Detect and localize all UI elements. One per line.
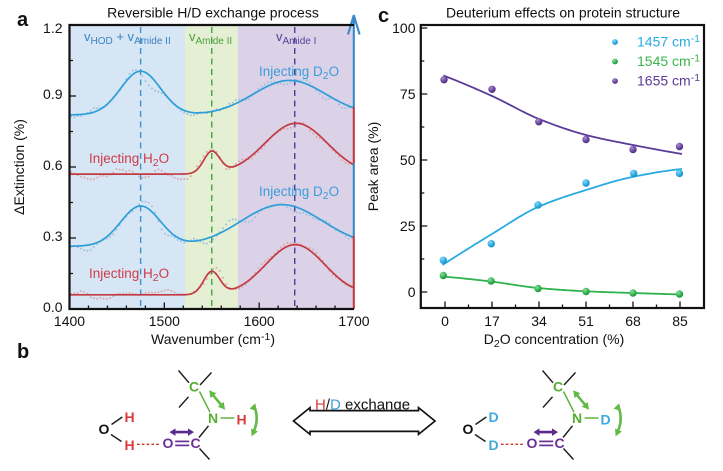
svg-text:Reversible H/D exchange proces: Reversible H/D exchange process bbox=[107, 5, 319, 21]
svg-text:1700: 1700 bbox=[338, 313, 369, 329]
svg-text:1400: 1400 bbox=[54, 313, 85, 329]
svg-text:1500: 1500 bbox=[149, 313, 180, 329]
svg-text:100: 100 bbox=[392, 20, 416, 36]
svg-text:0.0: 0.0 bbox=[43, 299, 63, 315]
svg-text:75: 75 bbox=[400, 86, 416, 102]
svg-text:N: N bbox=[572, 410, 582, 426]
svg-text:25: 25 bbox=[400, 218, 416, 234]
svg-text:0: 0 bbox=[408, 284, 416, 300]
svg-text:c: c bbox=[378, 5, 389, 27]
svg-text:C: C bbox=[189, 378, 199, 394]
svg-text:1.2: 1.2 bbox=[43, 20, 63, 36]
svg-text:1457 cm-1: 1457 cm-1 bbox=[637, 33, 700, 50]
svg-text:H: H bbox=[124, 409, 134, 425]
svg-text:Peak area (%): Peak area (%) bbox=[365, 122, 381, 211]
svg-text:D: D bbox=[488, 409, 498, 425]
svg-text:O: O bbox=[99, 421, 110, 437]
svg-text:Injecting D2O: Injecting D2O bbox=[259, 64, 339, 82]
svg-text:D: D bbox=[488, 437, 498, 453]
svg-text:17: 17 bbox=[484, 313, 500, 329]
svg-text:1545 cm-1: 1545 cm-1 bbox=[637, 53, 700, 70]
svg-text:85: 85 bbox=[672, 313, 688, 329]
svg-text:Wavenumber (cm-1): Wavenumber (cm-1) bbox=[151, 331, 275, 347]
svg-text:Injecting H2O: Injecting H2O bbox=[89, 266, 169, 284]
svg-text:0: 0 bbox=[441, 313, 449, 329]
svg-text:Injecting H2O: Injecting H2O bbox=[89, 151, 169, 169]
svg-text:H: H bbox=[124, 437, 134, 453]
svg-text:0.6: 0.6 bbox=[43, 157, 63, 173]
svg-text:H/D exchange: H/D exchange bbox=[315, 397, 410, 414]
svg-text:O: O bbox=[163, 435, 174, 451]
svg-text:C: C bbox=[190, 435, 200, 451]
svg-text:H: H bbox=[236, 411, 246, 427]
svg-text:0.9: 0.9 bbox=[43, 86, 63, 102]
svg-text:1600: 1600 bbox=[244, 313, 275, 329]
svg-text:O: O bbox=[463, 421, 474, 437]
svg-text:34: 34 bbox=[531, 313, 547, 329]
svg-text:a: a bbox=[17, 9, 29, 31]
svg-text:68: 68 bbox=[625, 313, 641, 329]
svg-text:O: O bbox=[527, 435, 538, 451]
svg-text:0.3: 0.3 bbox=[43, 228, 63, 244]
svg-text:C: C bbox=[553, 378, 563, 394]
svg-text:ΔExtinction (%): ΔExtinction (%) bbox=[11, 119, 27, 215]
svg-text:C: C bbox=[554, 435, 564, 451]
svg-text:50: 50 bbox=[400, 152, 416, 168]
svg-text:Injecting D2O: Injecting D2O bbox=[259, 184, 339, 202]
svg-text:51: 51 bbox=[578, 313, 594, 329]
svg-text:Deuterium effects on protein s: Deuterium effects on protein structure bbox=[446, 5, 680, 21]
svg-text:D2O concentration (%): D2O concentration (%) bbox=[484, 331, 624, 350]
svg-text:1655 cm-1: 1655 cm-1 bbox=[637, 72, 700, 89]
svg-text:b: b bbox=[17, 341, 29, 363]
svg-text:N: N bbox=[208, 410, 218, 426]
svg-text:D: D bbox=[600, 411, 610, 427]
